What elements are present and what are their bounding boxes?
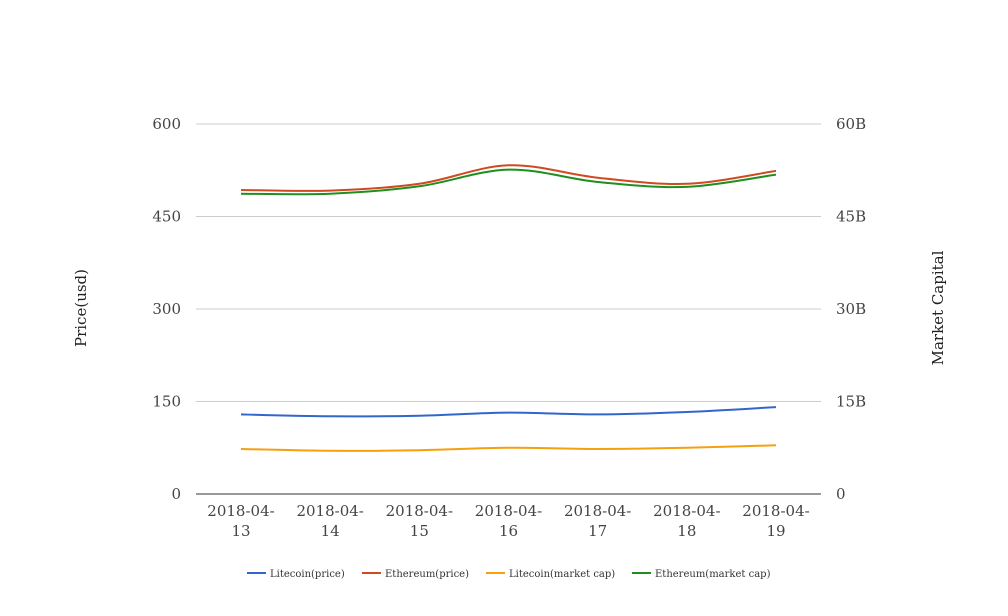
y-right-tick-label: 15B — [836, 393, 866, 411]
y-left-tick-label: 450 — [152, 208, 181, 226]
y-left-tick-label: 300 — [152, 300, 181, 318]
x-tick-label: 2018-04- 13 — [207, 502, 274, 540]
series-line-ethereum-market-cap — [240, 168, 777, 196]
series-line-ethereum-price — [240, 164, 777, 192]
x-tick-label-line: 14 — [321, 522, 340, 540]
series-line-litecoin-price — [240, 406, 777, 418]
x-tick-label-line: 13 — [231, 522, 250, 540]
x-tick-label-line: 19 — [766, 522, 785, 540]
x-axis-ticks: 2018-04- 13 2018-04- 14 2018-04- 15 2018-04- 16… — [207, 502, 809, 540]
y-left-tick-label: 150 — [152, 393, 181, 411]
legend-label: Litecoin(price) — [270, 569, 345, 580]
x-tick-label-line: 2018-04- — [653, 502, 720, 520]
y-right-tick-label: 60B — [836, 115, 866, 133]
y-right-tick-label: 45B — [836, 208, 866, 226]
x-tick-label: 2018-04- 18 — [653, 502, 720, 540]
x-tick-label-line: 15 — [410, 522, 429, 540]
x-tick-label: 2018-04- 15 — [386, 502, 453, 540]
legend-label: Litecoin(market cap) — [509, 569, 615, 580]
x-tick-label-line: 2018-04- — [207, 502, 274, 520]
gridlines — [196, 123, 821, 495]
x-tick-label-line: 2018-04- — [564, 502, 631, 520]
left-axis-ticks: 0 150 300 450 600 — [152, 115, 181, 503]
series-lines — [240, 164, 777, 452]
y-right-tick-label: 0 — [836, 485, 846, 503]
x-tick-label-line: 18 — [677, 522, 696, 540]
y-right-tick-label: 30B — [836, 300, 866, 318]
x-tick-label: 2018-04- 19 — [742, 502, 809, 540]
x-tick-label-line: 16 — [499, 522, 518, 540]
x-tick-label: 2018-04- 16 — [475, 502, 542, 540]
x-tick-label-line: 17 — [588, 522, 607, 540]
right-axis-ticks: 0 15B 30B 45B 60B — [836, 115, 866, 503]
x-tick-label-line: 2018-04- — [475, 502, 542, 520]
x-tick-label-line: 2018-04- — [742, 502, 809, 520]
legend: Litecoin(price) Ethereum(price) Litecoin(m… — [247, 569, 771, 580]
legend-label: Ethereum(market cap) — [655, 569, 771, 580]
x-tick-label: 2018-04- 17 — [564, 502, 631, 540]
y-left-tick-label: 600 — [152, 115, 181, 133]
x-tick-label: 2018-04- 14 — [296, 502, 363, 540]
y-left-tick-label: 0 — [171, 485, 181, 503]
y-axis-right-title: Market Capital — [929, 250, 947, 365]
series-line-litecoin-market-cap — [240, 444, 777, 452]
legend-label: Ethereum(price) — [385, 569, 469, 580]
x-tick-label-line: 2018-04- — [296, 502, 363, 520]
x-tick-label-line: 2018-04- — [386, 502, 453, 520]
y-axis-left-title: Price(usd) — [72, 269, 90, 347]
